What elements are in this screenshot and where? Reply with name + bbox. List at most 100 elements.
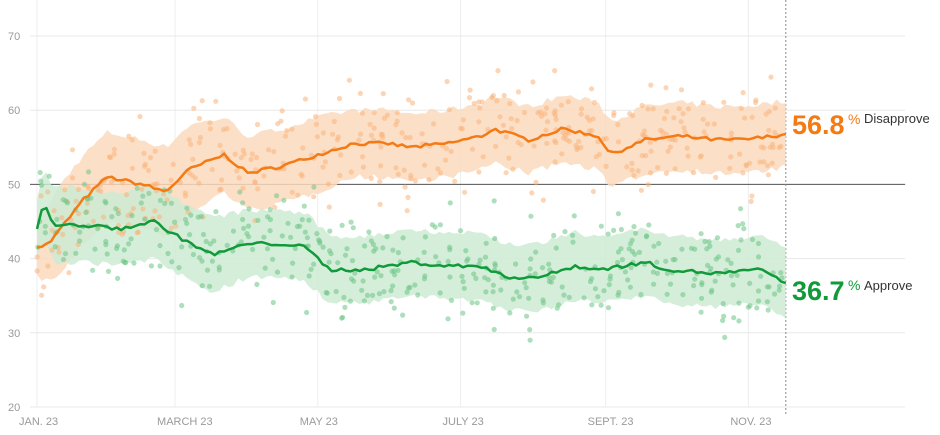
disapprove-poll-dot <box>552 108 558 114</box>
approve-poll-dot <box>755 288 762 294</box>
x-tick-label: MAY 23 <box>300 416 338 428</box>
disapprove-poll-dot <box>336 95 343 102</box>
approve-poll-dot <box>237 189 243 195</box>
approve-poll-dot <box>146 190 152 196</box>
approve-poll-dot <box>179 302 185 309</box>
approve-poll-dot <box>550 274 556 281</box>
approve-poll-dot <box>611 227 617 233</box>
disapprove-poll-dot <box>444 78 450 85</box>
disapprove-poll-dot <box>495 68 501 74</box>
approve-poll-dot <box>490 305 496 311</box>
disapprove-poll-dot <box>542 111 548 117</box>
approve-poll-dot <box>606 282 612 288</box>
y-tick-label: 30 <box>8 328 20 340</box>
disapprove-poll-dot <box>700 100 707 106</box>
disapprove-poll-dot <box>753 99 759 106</box>
approve-poll-dot <box>374 269 380 275</box>
approve-poll-dot <box>605 231 611 237</box>
disapprove-poll-dot <box>141 150 147 156</box>
disapprove-poll-dot <box>300 145 306 151</box>
trend-lines <box>35 126 787 285</box>
approve-poll-dot <box>405 285 412 291</box>
approve-poll-dot <box>204 267 211 273</box>
disapprove-pct: % <box>848 111 860 127</box>
approve-poll-dot <box>92 246 98 252</box>
approve-poll-dot <box>348 276 355 282</box>
approve-poll-dot <box>691 283 697 289</box>
disapprove-poll-dot <box>186 137 192 143</box>
disapprove-poll-dot <box>116 229 122 235</box>
approve-poll-dot <box>390 247 396 253</box>
approve-poll-dot <box>37 169 43 176</box>
disapprove-poll-dot <box>311 194 317 200</box>
disapprove-poll-dot <box>190 156 196 162</box>
disapprove-poll-dot <box>629 160 635 166</box>
approve-poll-dot <box>731 315 737 321</box>
approve-poll-dot <box>589 302 595 308</box>
approve-poll-dot <box>656 240 662 247</box>
approve-poll-dot <box>492 261 498 267</box>
approve-poll-dot <box>776 287 782 293</box>
disapprove-poll-dot <box>738 105 745 111</box>
disapprove-poll-dot <box>648 82 654 88</box>
approve-poll-dot <box>352 270 358 276</box>
approve-poll-dot <box>477 257 483 263</box>
confidence-bands <box>37 95 786 319</box>
approve-poll-dot <box>361 298 367 304</box>
disapprove-poll-dot <box>563 137 570 143</box>
x-tick-label: JAN. 23 <box>19 416 58 428</box>
disapprove-poll-dot <box>768 74 774 80</box>
disapprove-poll-dot <box>152 208 158 214</box>
approve-poll-dot <box>482 275 488 281</box>
disapprove-poll-dot <box>337 172 343 178</box>
disapprove-poll-dot <box>357 90 363 96</box>
approve-poll-dot <box>705 262 711 268</box>
approve-poll-dot <box>628 264 634 271</box>
approve-poll-dot <box>680 292 686 298</box>
disapprove-poll-dot <box>543 105 550 111</box>
disapprove-poll-dot <box>748 198 754 204</box>
approve-poll-dot <box>73 250 79 256</box>
approve-poll-dot <box>380 245 386 251</box>
disapprove-poll-dot <box>700 116 706 122</box>
approve-poll-dot <box>86 169 92 175</box>
approve-poll-dot <box>627 241 634 247</box>
disapprove-poll-dot <box>49 247 55 253</box>
approve-poll-dot <box>562 229 568 235</box>
disapprove-poll-dot <box>588 86 595 92</box>
disapprove-poll-dot <box>615 121 621 128</box>
approve-poll-dot <box>433 254 439 260</box>
disapprove-poll-dot <box>507 101 513 107</box>
y-tick-label: 60 <box>8 105 20 117</box>
disapprove-poll-dot <box>45 263 51 269</box>
approve-poll-dot <box>391 305 397 311</box>
disapprove-poll-dot <box>661 115 668 122</box>
disapprove-poll-dot <box>665 148 671 154</box>
approve-poll-dot <box>311 261 317 267</box>
approve-poll-dot <box>437 290 443 296</box>
approve-poll-dot <box>778 270 784 276</box>
approve-poll-dot <box>95 226 101 232</box>
approve-poll-dot <box>601 288 607 294</box>
approve-poll-dot <box>292 245 298 252</box>
approve-poll-dot <box>262 265 268 271</box>
disapprove-poll-dot <box>381 115 388 121</box>
disapprove-poll-dot <box>224 126 230 132</box>
disapprove-poll-dot <box>467 87 473 93</box>
approve-poll-dot <box>289 274 295 280</box>
disapprove-poll-dot <box>645 106 651 112</box>
approve-poll-dot <box>165 250 171 257</box>
approve-poll-dot <box>522 280 528 286</box>
disapprove-poll-dot <box>393 165 399 171</box>
approve-poll-dot <box>510 296 516 302</box>
approve-poll-dot <box>513 261 519 267</box>
approve-poll-dot <box>274 193 280 199</box>
approve-poll-dot <box>342 252 349 258</box>
approve-poll-dot <box>747 280 753 286</box>
disapprove-poll-dot <box>409 100 416 106</box>
disapprove-poll-dot <box>761 145 767 151</box>
approve-poll-dot <box>524 313 530 319</box>
approve-poll-dot <box>299 217 305 223</box>
disapprove-poll-dot <box>142 163 148 169</box>
approve-poll-dot <box>188 212 194 218</box>
